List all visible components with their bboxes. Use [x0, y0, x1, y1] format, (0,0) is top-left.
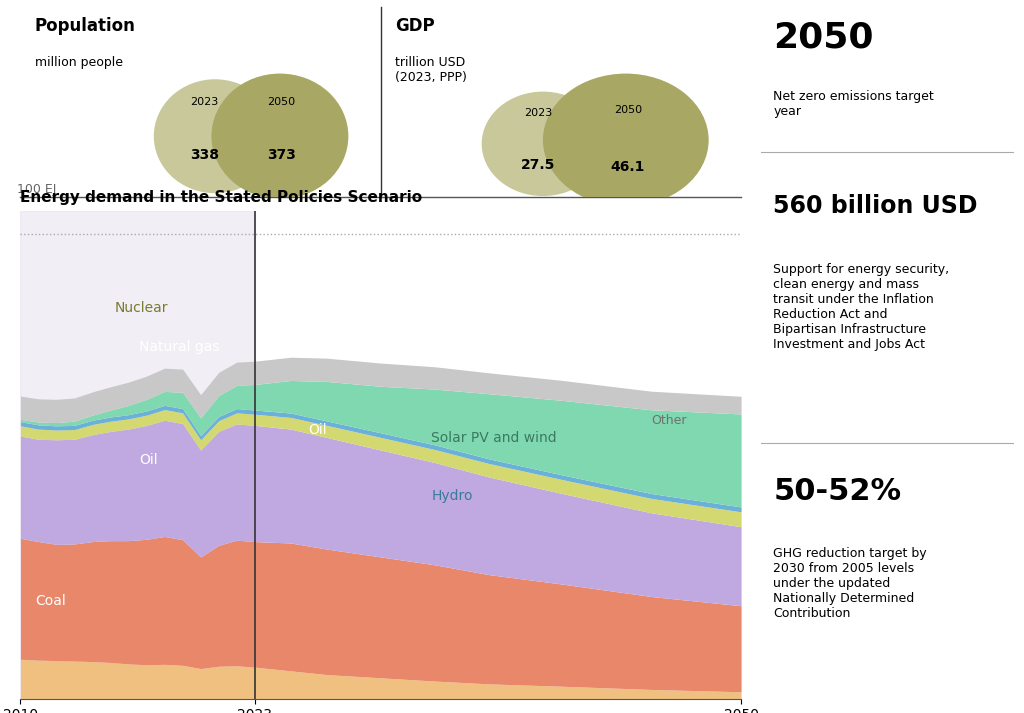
Text: Oil: Oil [139, 453, 158, 466]
Text: 373: 373 [267, 148, 296, 163]
Text: Oil: Oil [308, 424, 328, 437]
Text: 46.1: 46.1 [610, 160, 645, 173]
Text: Support for energy security,
clean energy and mass
transit under the Inflation
R: Support for energy security, clean energ… [773, 263, 949, 351]
Text: 27.5: 27.5 [520, 158, 555, 172]
Text: 2023: 2023 [523, 108, 552, 118]
Text: 100 EJ: 100 EJ [16, 183, 56, 196]
Text: Other: Other [651, 414, 687, 427]
Text: Coal: Coal [35, 594, 66, 608]
Text: GDP: GDP [395, 16, 435, 35]
Text: Natural gas: Natural gas [139, 340, 220, 354]
Text: Energy demand in the Stated Policies Scenario: Energy demand in the Stated Policies Sce… [20, 190, 423, 205]
Text: trillion USD
(2023, PPP): trillion USD (2023, PPP) [395, 56, 467, 85]
Text: 338: 338 [189, 148, 219, 163]
Text: Net zero emissions target
year: Net zero emissions target year [773, 90, 934, 118]
Text: Population: Population [35, 16, 136, 35]
Text: 2050: 2050 [773, 21, 873, 55]
Ellipse shape [543, 73, 709, 207]
Bar [20, 210, 255, 699]
Ellipse shape [211, 73, 348, 199]
Text: 50-52%: 50-52% [773, 478, 901, 506]
Ellipse shape [154, 79, 276, 193]
Text: 2050: 2050 [267, 97, 295, 107]
Text: 560 billion USD: 560 billion USD [773, 194, 978, 218]
Text: Nuclear: Nuclear [114, 301, 168, 315]
Text: 2023: 2023 [190, 97, 218, 107]
Text: GHG reduction target by
2030 from 2005 levels
under the updated
Nationally Deter: GHG reduction target by 2030 from 2005 l… [773, 547, 927, 620]
Text: Solar PV and wind: Solar PV and wind [431, 431, 557, 445]
Text: 2050: 2050 [614, 105, 642, 115]
Text: million people: million people [35, 56, 123, 69]
Text: Hydro: Hydro [431, 489, 473, 503]
Ellipse shape [481, 91, 604, 196]
